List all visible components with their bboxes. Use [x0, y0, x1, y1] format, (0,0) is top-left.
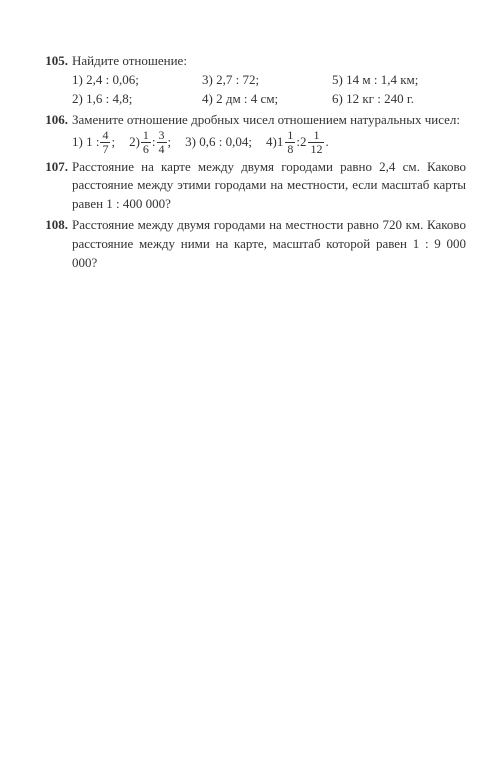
problem-body: Найдите отношение: 1) 2,4 : 0,06; 3) 2,7…	[72, 52, 466, 109]
text: 4)	[266, 133, 277, 152]
problem-108: 108. Расстояние между двумя городами на …	[34, 216, 466, 273]
item: 1) 2,4 : 0,06;	[72, 71, 202, 90]
text: ;	[168, 133, 172, 152]
numerator: 1	[141, 129, 151, 142]
denominator: 4	[157, 142, 167, 156]
problem-title: Замените отношение дробных чисел отношен…	[72, 111, 466, 130]
fraction: 3 4	[157, 129, 167, 155]
item: 4) 2 дм : 4 см;	[202, 90, 332, 109]
problem-number: 108.	[34, 216, 72, 273]
problem-number: 107.	[34, 158, 72, 215]
problem-items: 1) 2,4 : 0,06; 3) 2,7 : 72; 5) 14 м : 1,…	[72, 71, 466, 109]
item: 3) 2,7 : 72;	[202, 71, 332, 90]
denominator: 8	[285, 142, 295, 156]
problem-number: 105.	[34, 52, 72, 109]
numerator: 4	[100, 129, 110, 142]
whole: 2	[300, 133, 307, 152]
numerator: 1	[285, 129, 295, 142]
item: 2) 1 6 : 3 4 ;	[129, 129, 171, 155]
fraction: 1 12	[308, 129, 324, 155]
text: :	[152, 133, 156, 152]
mixed-fraction: 2 1 12	[300, 129, 326, 155]
item: 6) 12 кг : 240 г.	[332, 90, 462, 109]
mixed-fraction: 1 1 8	[277, 129, 297, 155]
problem-number: 106.	[34, 111, 72, 156]
problem-body: Расстояние между двумя городами на местн…	[72, 216, 466, 273]
problem-title: Найдите отношение:	[72, 52, 466, 71]
problem-105: 105. Найдите отношение: 1) 2,4 : 0,06; 3…	[34, 52, 466, 109]
problem-body: Замените отношение дробных чисел отношен…	[72, 111, 466, 156]
page: 105. Найдите отношение: 1) 2,4 : 0,06; 3…	[0, 0, 500, 273]
whole: 1	[277, 133, 284, 152]
problem-body: Расстояние на карте между двумя городами…	[72, 158, 466, 215]
denominator: 7	[100, 142, 110, 156]
item: 1) 1 : 4 7 ;	[72, 129, 115, 155]
denominator: 6	[141, 142, 151, 156]
text: 1) 1 :	[72, 133, 99, 152]
item: 2) 1,6 : 4,8;	[72, 90, 202, 109]
item: 3) 0,6 : 0,04;	[185, 133, 252, 152]
fraction: 4 7	[100, 129, 110, 155]
problem-107: 107. Расстояние на карте между двумя гор…	[34, 158, 466, 215]
text: .	[325, 133, 328, 152]
denominator: 12	[308, 142, 324, 156]
text: 2)	[129, 133, 140, 152]
item: 5) 14 м : 1,4 км;	[332, 71, 462, 90]
numerator: 1	[308, 129, 324, 142]
fraction: 1 8	[285, 129, 295, 155]
item: 4) 1 1 8 : 2 1 12	[266, 129, 329, 155]
problem-106: 106. Замените отношение дробных чисел от…	[34, 111, 466, 156]
problem-items: 1) 1 : 4 7 ; 2) 1 6 : 3	[72, 129, 466, 155]
numerator: 3	[157, 129, 167, 142]
text: ;	[111, 133, 115, 152]
fraction: 1 6	[141, 129, 151, 155]
